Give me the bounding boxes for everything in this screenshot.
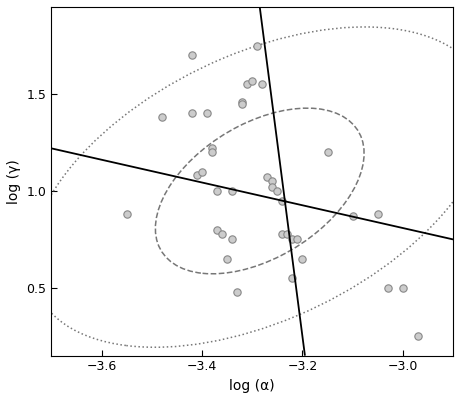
Point: [298, 256, 305, 262]
Point: [188, 52, 195, 58]
Point: [263, 174, 270, 181]
Point: [198, 168, 205, 175]
X-axis label: log (α): log (α): [229, 379, 274, 393]
Point: [208, 149, 215, 156]
Point: [203, 110, 210, 117]
Point: [123, 211, 130, 218]
Point: [278, 198, 285, 204]
Point: [288, 275, 296, 281]
Point: [208, 145, 215, 152]
Point: [293, 236, 301, 243]
Point: [228, 236, 235, 243]
Point: [273, 188, 280, 194]
Point: [288, 236, 296, 243]
Point: [238, 101, 245, 107]
Point: [228, 188, 235, 194]
Point: [218, 230, 225, 237]
Point: [383, 285, 391, 291]
Point: [268, 178, 275, 184]
Point: [158, 114, 165, 120]
Point: [248, 77, 255, 84]
Point: [223, 256, 230, 262]
Y-axis label: log (γ): log (γ): [7, 159, 21, 204]
Point: [253, 42, 260, 49]
Point: [233, 288, 241, 295]
Point: [283, 230, 291, 237]
Point: [348, 213, 356, 219]
Point: [243, 81, 250, 88]
Point: [258, 81, 265, 88]
Point: [398, 285, 406, 291]
Point: [373, 211, 381, 218]
Point: [278, 230, 285, 237]
Point: [213, 226, 220, 233]
Point: [323, 149, 330, 156]
Point: [188, 110, 195, 117]
Point: [213, 188, 220, 194]
Point: [193, 172, 200, 179]
Point: [413, 333, 420, 340]
Point: [268, 184, 275, 190]
Point: [238, 99, 245, 105]
